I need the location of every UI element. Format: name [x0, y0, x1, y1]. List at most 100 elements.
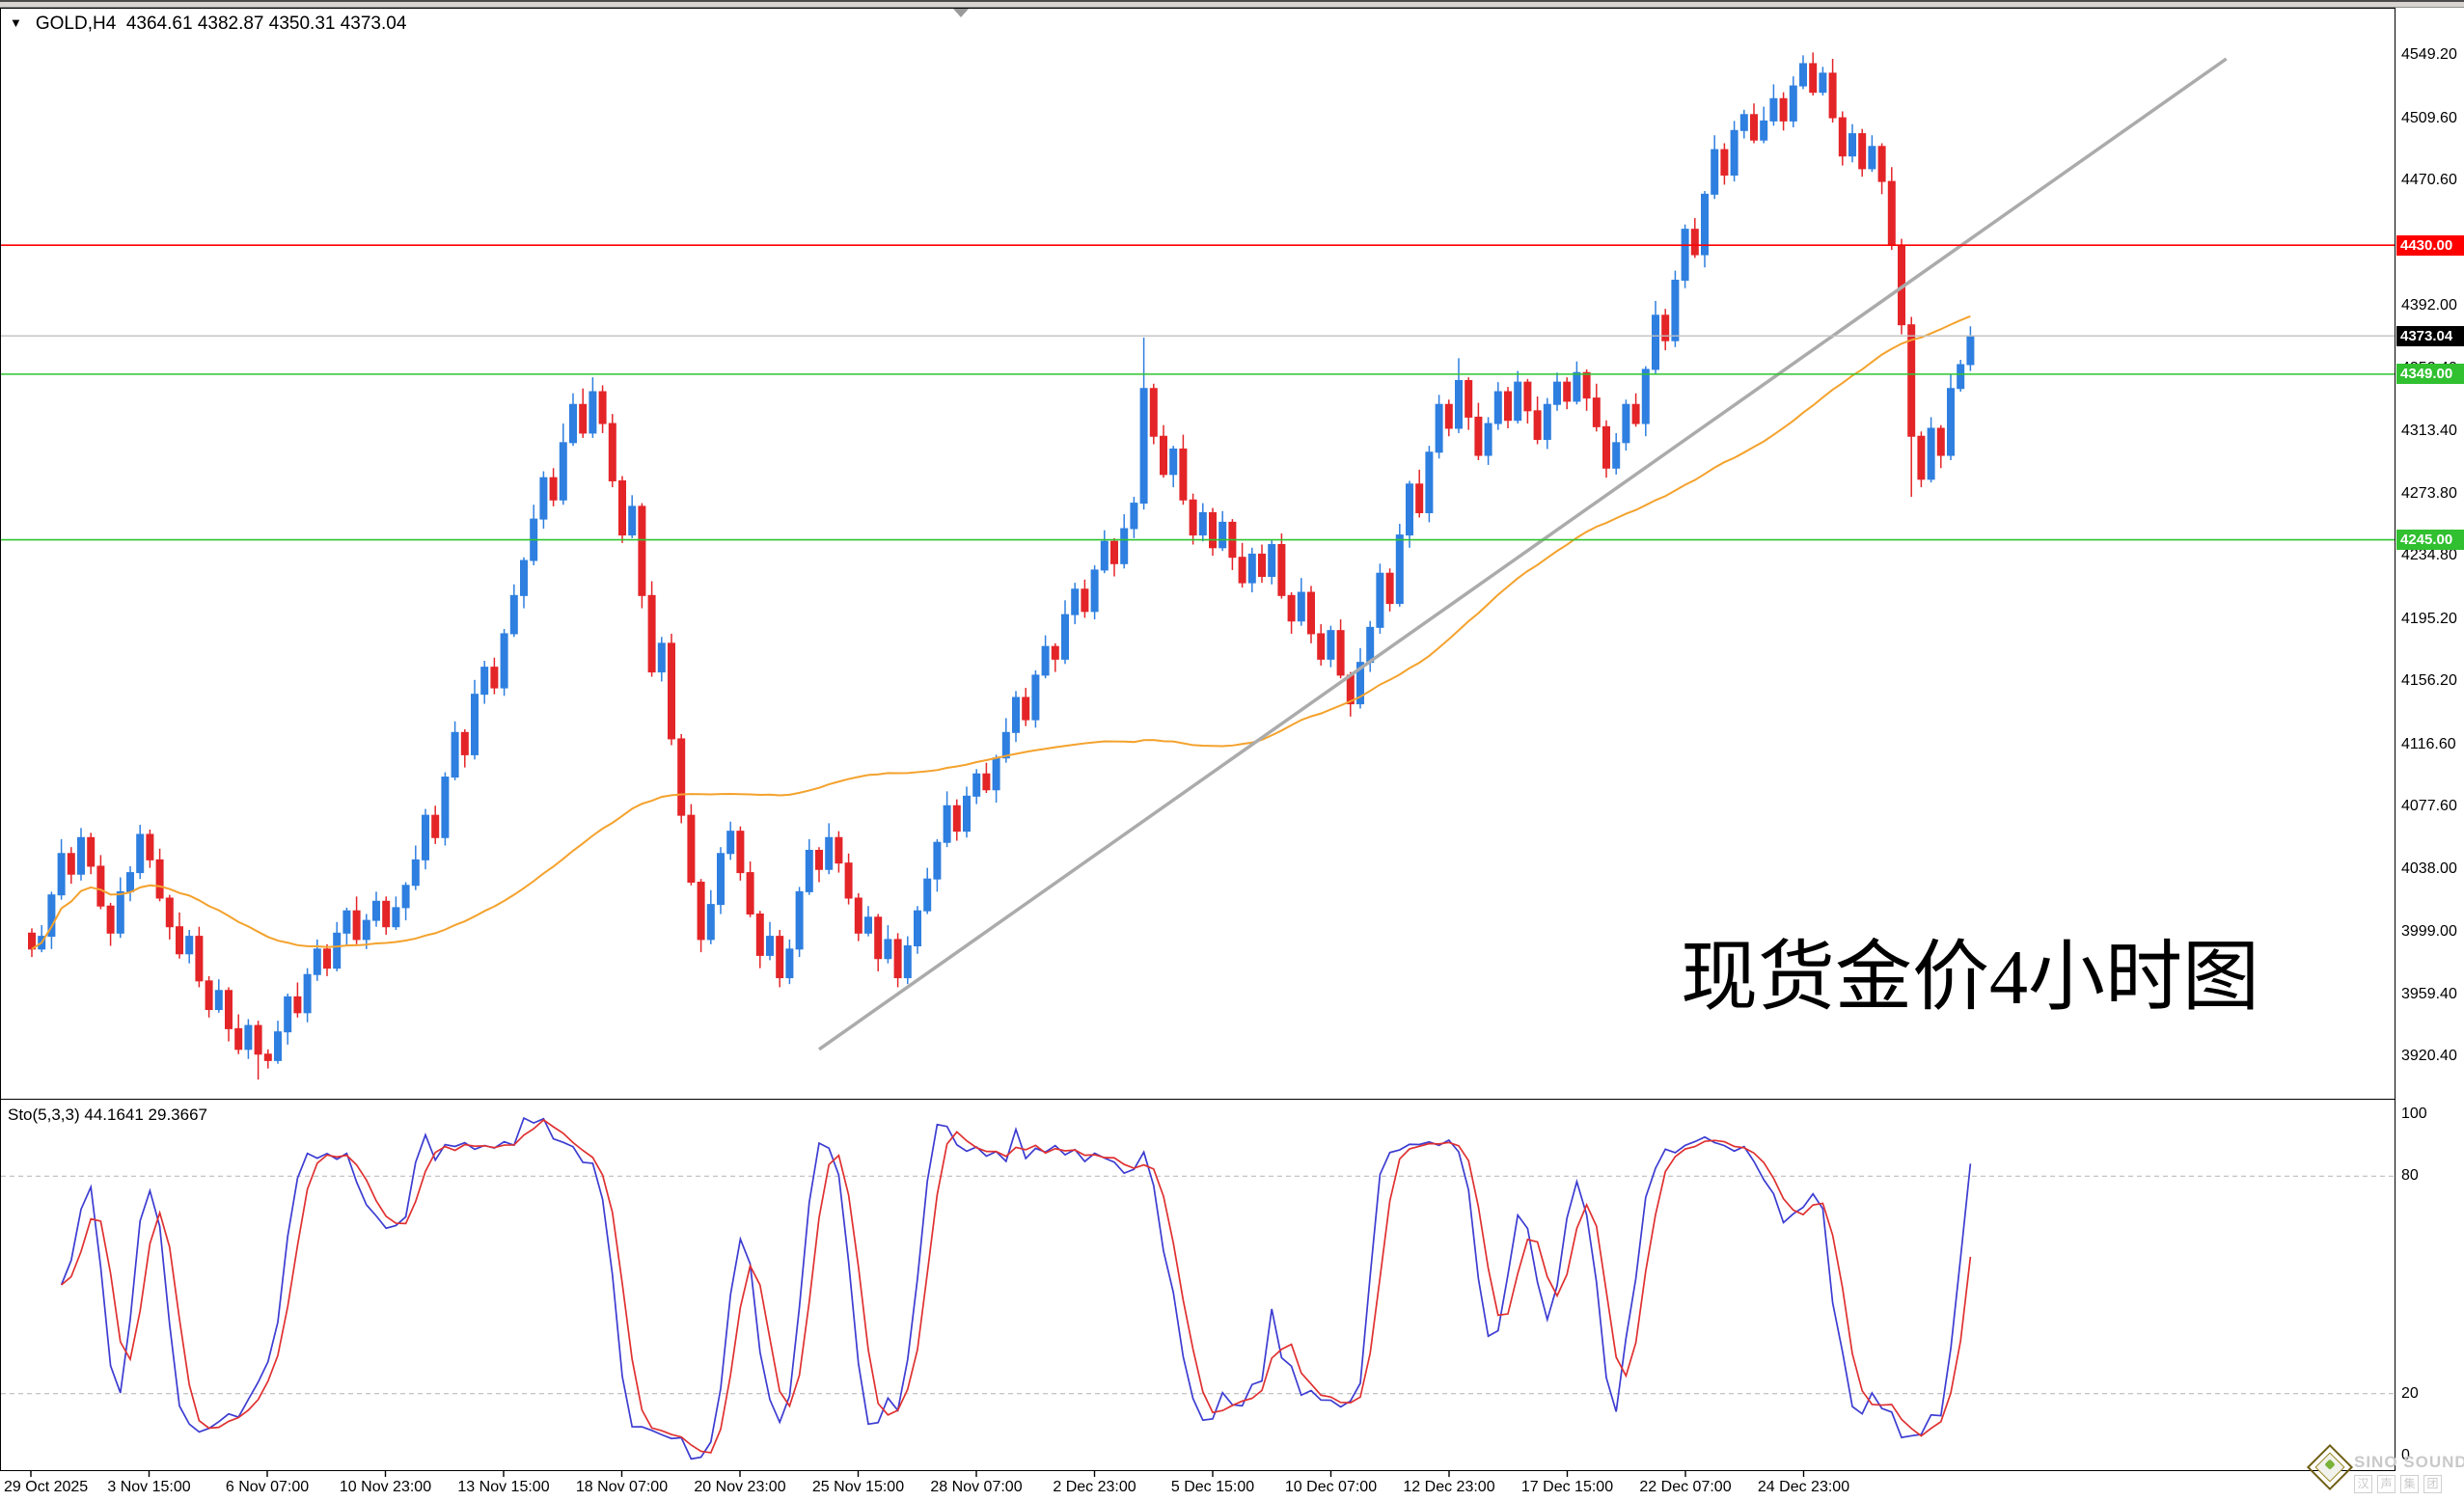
price-tick-label: 4470.60	[2401, 172, 2457, 189]
candle-body	[1385, 572, 1394, 605]
candle-body	[1730, 129, 1738, 177]
price-tick-label: 4195.20	[2401, 610, 2457, 627]
trendline[interactable]	[817, 57, 2228, 1051]
candle-body	[1957, 364, 1965, 390]
candle-body	[687, 814, 696, 883]
candle-body	[509, 594, 518, 635]
candle-body	[1376, 572, 1384, 628]
candle-body	[372, 900, 380, 921]
candle-body	[766, 936, 774, 956]
candle-body	[1681, 229, 1689, 281]
candle-body	[972, 773, 981, 797]
candle-body	[1425, 451, 1434, 513]
candle-body	[893, 939, 902, 979]
candle-body	[1484, 423, 1492, 456]
candle-body	[1514, 381, 1522, 422]
price-level-badge: 4349.00	[2396, 364, 2464, 385]
candle-body	[668, 642, 675, 740]
date-tick-label: 20 Nov 23:00	[694, 1479, 786, 1495]
candle-body	[225, 990, 233, 1029]
candle-body	[1493, 391, 1502, 424]
candle-body	[1051, 645, 1059, 660]
candle-body	[67, 853, 75, 875]
date-tick-label: 10 Dec 07:00	[1284, 1479, 1378, 1495]
candle-body	[805, 849, 813, 892]
candle-body	[952, 805, 961, 832]
candle-body	[1012, 696, 1020, 733]
broker-watermark: SINO SOUND 汉声集团	[2306, 1443, 2464, 1499]
price-level-badge: 4245.00	[2396, 530, 2464, 551]
candle-body	[1868, 146, 1876, 170]
candle-body	[1936, 427, 1945, 456]
candle-body	[490, 667, 499, 689]
candle-body	[1887, 180, 1896, 246]
sino-sound-logo-icon	[2306, 1443, 2354, 1491]
candle-body	[844, 862, 853, 899]
candle-body	[1100, 540, 1109, 571]
candle-body	[755, 914, 764, 956]
candle-body	[244, 1024, 253, 1051]
candle-body	[422, 814, 429, 860]
candle-body	[1789, 85, 1797, 122]
symbol-dropdown-icon[interactable]: ▼	[10, 15, 22, 30]
candle-body	[618, 479, 626, 536]
candle-body	[549, 477, 558, 501]
candle-body	[647, 594, 656, 673]
price-tick-label: 4392.00	[2401, 296, 2457, 314]
candle-body	[1198, 511, 1207, 536]
candle-body	[1523, 381, 1532, 412]
candle-body	[1395, 534, 1404, 605]
candle-body	[441, 777, 450, 838]
candle-body	[460, 731, 469, 755]
candle-body	[1474, 416, 1483, 456]
candle-body	[1061, 614, 1069, 660]
candle-body	[1366, 626, 1375, 664]
candle-body	[1356, 662, 1364, 705]
stochastic-indicator-label: Sto(5,3,3) 44.1641 29.3667	[8, 1105, 207, 1124]
date-tick-label: 10 Nov 23:00	[339, 1479, 432, 1495]
candle-body	[1907, 324, 1916, 437]
price-tick-label: 4313.40	[2401, 422, 2457, 439]
price-tick-label: 4273.80	[2401, 485, 2457, 502]
candle-body	[520, 559, 528, 596]
watermark-cn-char: 汉	[2354, 1475, 2372, 1493]
candle-body	[352, 910, 361, 941]
candle-body	[1130, 503, 1138, 530]
watermark-brand-text: SINO SOUND	[2354, 1453, 2464, 1471]
candle-body	[1819, 72, 1827, 94]
price-tick-label: 4509.60	[2401, 109, 2457, 126]
price-tick-label: 4077.60	[2401, 797, 2457, 814]
candle-body	[1307, 591, 1315, 635]
candle-body	[263, 1053, 272, 1061]
candle-body	[1465, 379, 1473, 418]
candle-body	[657, 642, 666, 673]
candle-body	[87, 836, 96, 867]
candle-body	[1455, 379, 1463, 429]
date-tick-label: 2 Dec 23:00	[1053, 1479, 1136, 1495]
candle-body	[795, 890, 804, 950]
watermark-cn-text: 汉声集团	[2354, 1475, 2464, 1493]
candle-body	[677, 738, 686, 816]
date-tick-label: 28 Nov 07:00	[930, 1479, 1023, 1495]
candle-body	[205, 980, 213, 1011]
candle-body	[1661, 314, 1670, 341]
candle-body	[1139, 388, 1148, 505]
date-tick-label: 24 Dec 23:00	[1757, 1479, 1850, 1495]
candle-body	[815, 849, 823, 870]
date-tick-label: 22 Dec 07:00	[1639, 1479, 1732, 1495]
chart-shift-marker-icon[interactable]	[953, 9, 969, 17]
candle-body	[254, 1024, 262, 1055]
candle-body	[1543, 403, 1551, 441]
date-tick-label: 17 Dec 15:00	[1520, 1479, 1614, 1495]
candlestick-series	[28, 52, 1975, 1080]
price-level-badge: 4373.04	[2396, 325, 2464, 346]
candle-body	[1553, 381, 1561, 405]
candle-body	[785, 948, 794, 979]
candle-body	[589, 391, 597, 434]
candle-body	[1209, 511, 1217, 549]
sto-tick-label: 80	[2401, 1167, 2419, 1185]
candle-body	[776, 936, 784, 979]
candle-body	[342, 910, 351, 934]
price-tick-label: 4549.20	[2401, 46, 2457, 64]
